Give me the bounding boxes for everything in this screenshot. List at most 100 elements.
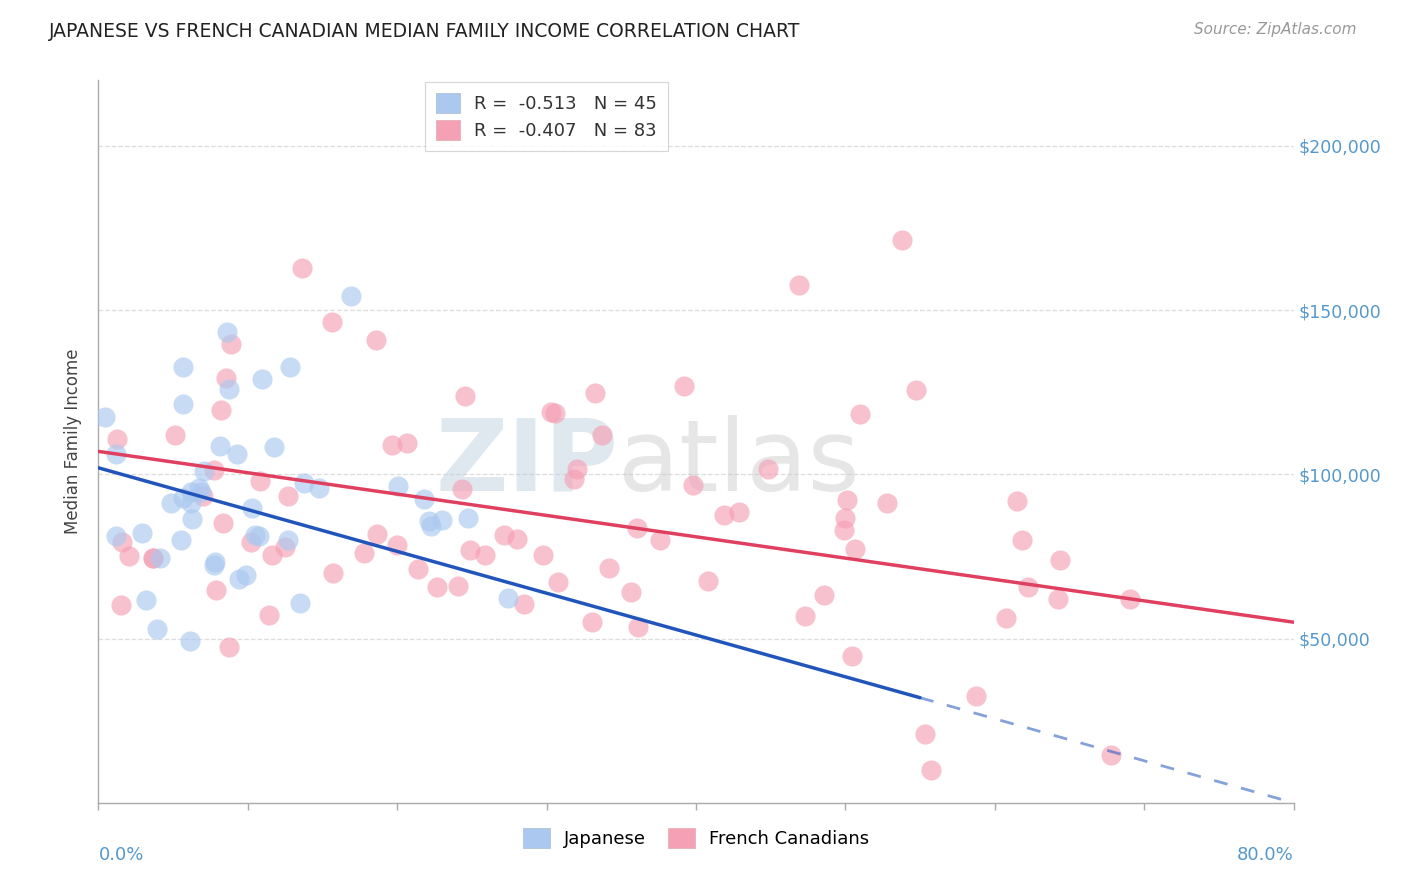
Point bbox=[920, 763, 942, 777]
Text: Source: ZipAtlas.com: Source: ZipAtlas.com bbox=[1194, 22, 1357, 37]
Legend: Japanese, French Canadians: Japanese, French Canadians bbox=[516, 821, 876, 855]
Point bbox=[204, 555, 226, 569]
Point bbox=[291, 261, 314, 276]
Point bbox=[965, 689, 987, 703]
Point bbox=[460, 543, 482, 558]
Point bbox=[834, 523, 856, 537]
Text: ZIP: ZIP bbox=[436, 415, 619, 512]
Point bbox=[215, 371, 238, 385]
Point bbox=[149, 551, 172, 566]
Text: JAPANESE VS FRENCH CANADIAN MEDIAN FAMILY INCOME CORRELATION CHART: JAPANESE VS FRENCH CANADIAN MEDIAN FAMIL… bbox=[49, 22, 800, 41]
Point bbox=[412, 492, 434, 507]
Point bbox=[620, 584, 643, 599]
Point bbox=[218, 640, 240, 655]
Point bbox=[202, 558, 225, 573]
Text: atlas: atlas bbox=[619, 415, 860, 512]
Point bbox=[492, 527, 515, 541]
Point bbox=[235, 568, 257, 582]
Point bbox=[204, 583, 226, 598]
Point bbox=[562, 472, 585, 486]
Point bbox=[159, 496, 181, 510]
Point bbox=[340, 288, 363, 302]
Point bbox=[172, 491, 194, 505]
Point bbox=[513, 597, 536, 611]
Point bbox=[914, 727, 936, 741]
Point bbox=[93, 409, 115, 424]
Point bbox=[172, 396, 194, 410]
Point bbox=[496, 591, 519, 605]
Point bbox=[240, 535, 263, 549]
Point bbox=[995, 611, 1018, 625]
Point bbox=[447, 579, 470, 593]
Point bbox=[418, 514, 440, 528]
Point bbox=[142, 551, 165, 566]
Point bbox=[756, 462, 779, 476]
Point bbox=[841, 648, 863, 663]
Point bbox=[146, 622, 169, 636]
Point bbox=[180, 485, 202, 500]
Point bbox=[179, 634, 201, 648]
Point bbox=[890, 233, 912, 247]
Point bbox=[583, 385, 606, 400]
Point bbox=[813, 588, 835, 602]
Point bbox=[406, 562, 429, 576]
Point bbox=[506, 532, 529, 546]
Point bbox=[209, 439, 232, 453]
Point bbox=[104, 447, 127, 461]
Point bbox=[202, 463, 225, 477]
Point bbox=[257, 608, 280, 623]
Point bbox=[243, 528, 266, 542]
Point bbox=[598, 561, 620, 575]
Point bbox=[426, 580, 449, 594]
Point bbox=[540, 405, 562, 419]
Point bbox=[787, 278, 810, 293]
Point bbox=[190, 484, 212, 499]
Point bbox=[673, 379, 696, 393]
Point bbox=[626, 521, 648, 535]
Point bbox=[457, 510, 479, 524]
Point bbox=[876, 496, 898, 510]
Y-axis label: Median Family Income: Median Family Income bbox=[65, 349, 83, 534]
Point bbox=[277, 489, 299, 503]
Point bbox=[193, 464, 215, 478]
Point bbox=[250, 372, 273, 386]
Point bbox=[547, 574, 569, 589]
Point bbox=[565, 461, 588, 475]
Point bbox=[844, 542, 866, 557]
Point bbox=[793, 608, 815, 623]
Point bbox=[217, 325, 239, 339]
Point bbox=[322, 566, 344, 580]
Point bbox=[228, 572, 250, 586]
Point bbox=[294, 475, 316, 490]
Text: 0.0%: 0.0% bbox=[98, 847, 143, 864]
Point bbox=[420, 519, 443, 533]
Point bbox=[366, 333, 388, 347]
Point bbox=[682, 478, 704, 492]
Point bbox=[366, 527, 388, 541]
Point bbox=[212, 516, 235, 530]
Point bbox=[110, 599, 132, 613]
Point bbox=[308, 481, 330, 495]
Point bbox=[591, 428, 613, 442]
Point bbox=[191, 490, 214, 504]
Point bbox=[188, 481, 211, 495]
Point bbox=[321, 315, 343, 329]
Point bbox=[849, 407, 872, 421]
Point bbox=[581, 615, 603, 630]
Point bbox=[835, 492, 858, 507]
Point bbox=[165, 427, 187, 442]
Point bbox=[141, 551, 163, 566]
Point bbox=[1049, 553, 1071, 567]
Point bbox=[1011, 533, 1033, 547]
Point bbox=[247, 528, 270, 542]
Point bbox=[834, 511, 856, 525]
Point bbox=[650, 533, 672, 547]
Point bbox=[432, 513, 454, 527]
Point bbox=[118, 549, 141, 563]
Point bbox=[226, 447, 249, 461]
Point bbox=[454, 389, 477, 403]
Point bbox=[277, 533, 299, 548]
Point bbox=[1118, 592, 1140, 607]
Point bbox=[170, 533, 193, 547]
Point bbox=[249, 475, 271, 489]
